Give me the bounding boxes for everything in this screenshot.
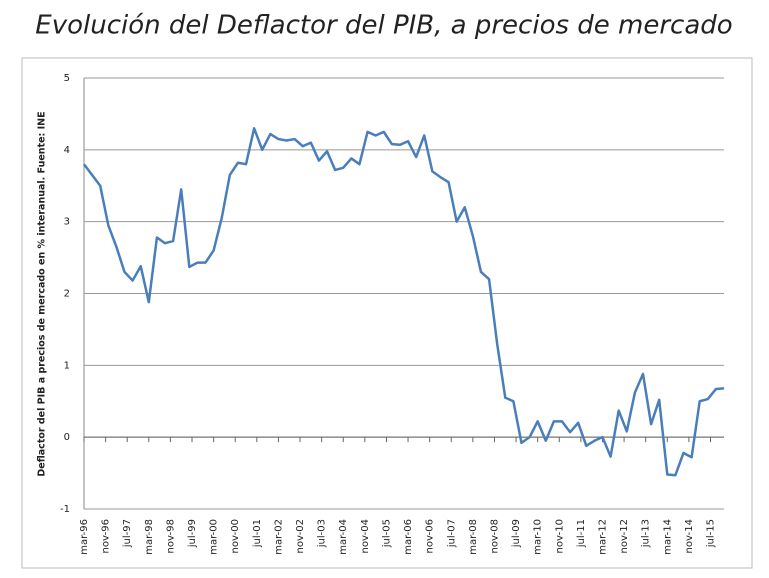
y-tick-label: -1 — [60, 504, 70, 515]
x-tick-label: mar-06 — [403, 519, 414, 555]
x-tick-label: nov-12 — [619, 519, 630, 553]
x-tick-label: mar-08 — [468, 519, 479, 555]
chart-frame — [21, 57, 753, 569]
y-axis-label: Deflactor del PIB a precios de mercado e… — [37, 111, 48, 476]
x-tick-label: mar-12 — [597, 519, 608, 555]
x-tick-label: mar-96 — [79, 519, 90, 555]
x-tick-label: nov-06 — [425, 519, 436, 553]
x-tick-label: jul-01 — [252, 519, 263, 548]
x-tick-label: jul-09 — [511, 519, 522, 548]
x-tick-label: mar-00 — [209, 519, 220, 555]
y-tick-label: 3 — [64, 217, 70, 228]
x-tick-label: jul-07 — [446, 519, 457, 548]
x-tick-label: jul-11 — [576, 519, 587, 548]
x-tick-label: nov-04 — [360, 519, 371, 553]
y-tick-label: 5 — [64, 73, 70, 84]
x-tick-label: jul-15 — [705, 519, 716, 548]
x-tick-label: nov-00 — [230, 519, 241, 553]
y-tick-label: 4 — [64, 145, 70, 156]
chart-title: Evolución del Deflactor del PIB, a preci… — [35, 11, 732, 41]
x-tick-label: mar-10 — [533, 519, 544, 555]
y-tick-label: 0 — [64, 432, 70, 443]
x-tick-label: jul-05 — [381, 519, 392, 548]
x-tick-label: mar-04 — [338, 519, 349, 555]
x-tick-label: nov-10 — [554, 519, 565, 553]
x-tick-label: nov-98 — [165, 519, 176, 553]
x-tick-label: mar-98 — [144, 519, 155, 555]
x-tick-label: nov-08 — [489, 519, 500, 553]
y-tick-label: 2 — [64, 289, 70, 300]
x-tick-label: jul-99 — [187, 519, 198, 548]
x-tick-label: nov-96 — [101, 519, 112, 553]
data-line — [83, 127, 725, 477]
x-tick-label: jul-13 — [641, 519, 652, 548]
x-tick-label: mar-02 — [273, 519, 284, 555]
y-tick-label: 1 — [64, 360, 70, 371]
x-tick-label: jul-97 — [122, 519, 133, 548]
x-tick-label: nov-02 — [295, 519, 306, 553]
x-tick-label: mar-14 — [662, 519, 673, 555]
x-tick-label: jul-03 — [317, 519, 328, 548]
x-tick-label: nov-14 — [684, 519, 695, 553]
